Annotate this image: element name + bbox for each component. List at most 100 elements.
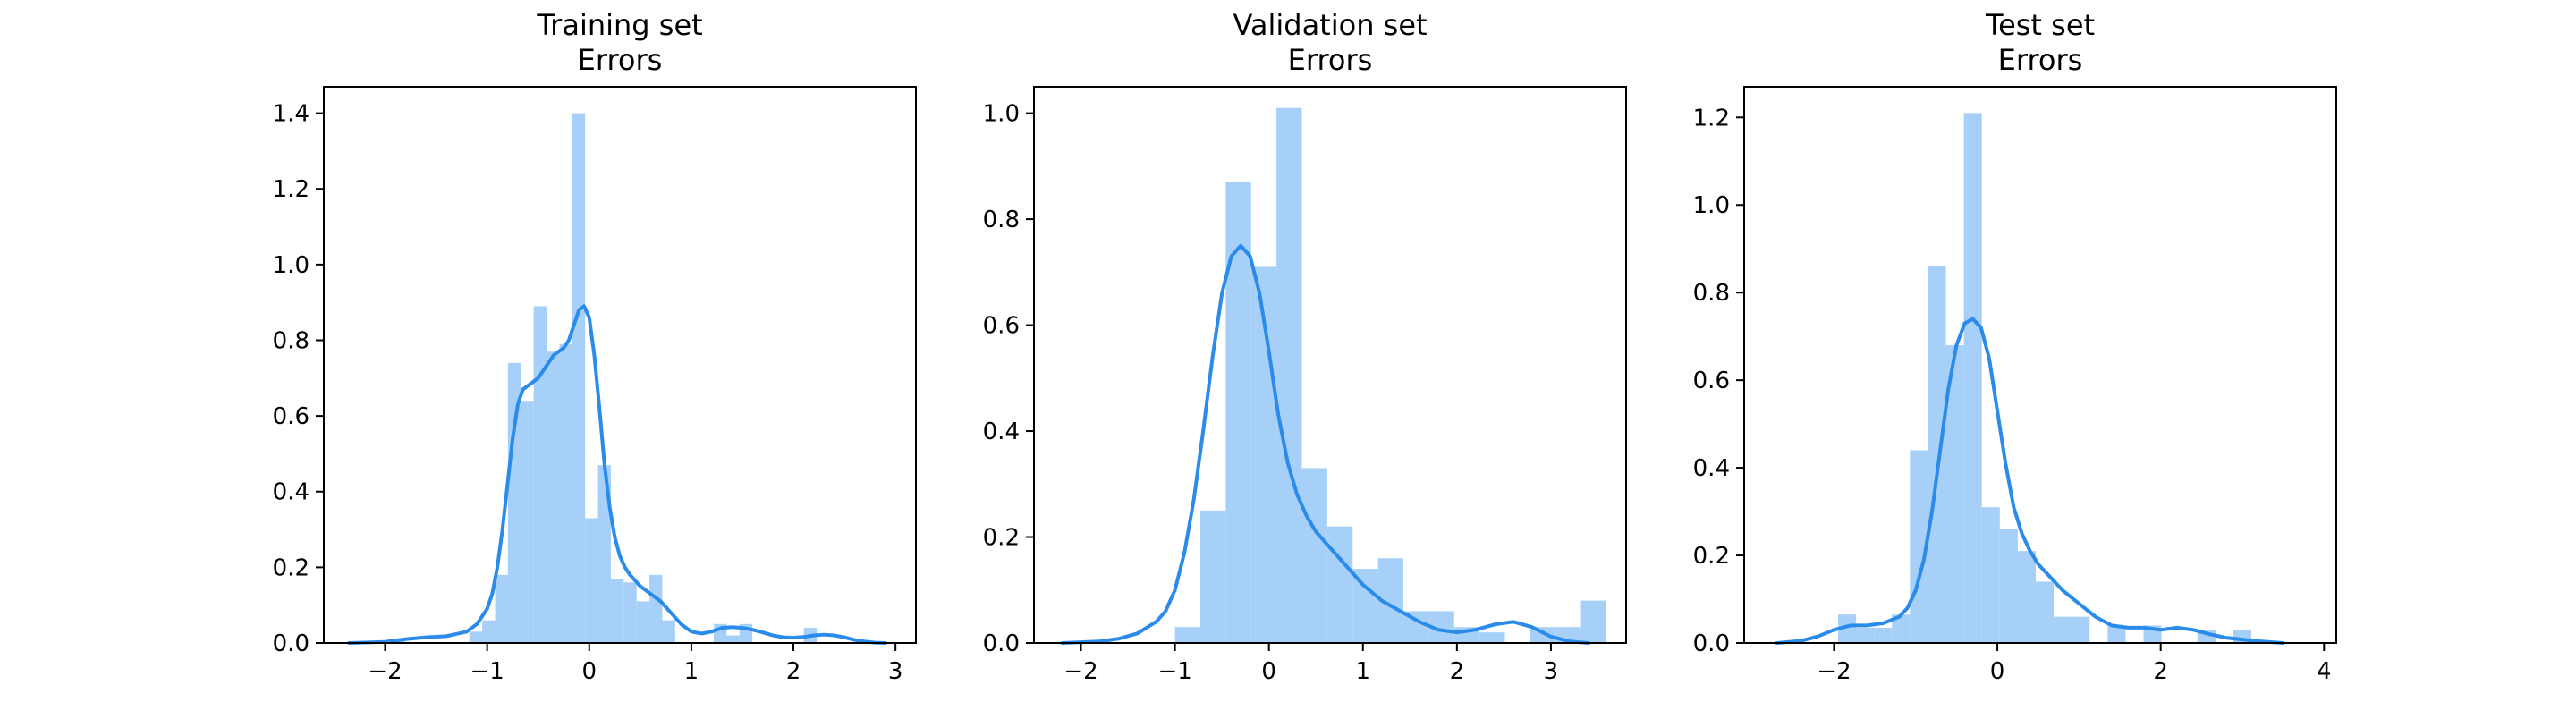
histogram-bar xyxy=(2054,616,2072,643)
y-tick-label: 1.2 xyxy=(1693,105,1730,131)
histogram-bar xyxy=(610,579,624,643)
histogram-bar xyxy=(585,518,598,643)
histogram-bar xyxy=(1352,569,1378,643)
histogram-bar xyxy=(1580,600,1606,643)
histogram-bar xyxy=(1276,107,1302,643)
x-tick-label: 4 xyxy=(2317,658,2332,685)
y-tick-label: 1.4 xyxy=(273,101,309,128)
y-tick-label: 0.8 xyxy=(273,327,309,354)
x-tick-label: 1 xyxy=(1356,658,1371,685)
histogram-bar xyxy=(649,574,663,643)
y-tick-label: 1.0 xyxy=(273,252,309,279)
histogram-bar xyxy=(495,574,508,643)
kde-group xyxy=(1060,243,1590,645)
x-tick-label: 1 xyxy=(684,658,699,685)
kde-line xyxy=(1775,317,2285,645)
panel-title-line2: Errors xyxy=(1998,43,2083,77)
panel-test-set: Test set Errors −2 0 2 4 0.0 0.2 0.4 0.6 0.8 1.0 1… xyxy=(1693,8,2337,685)
tick-group: −2 −1 0 1 2 3 0.0 0.2 0.4 0.6 0.8 1.0 1.2 1.4 xyxy=(273,101,903,685)
histogram-bar xyxy=(559,343,572,643)
histogram-bar xyxy=(1892,614,1911,643)
kde-group xyxy=(347,304,887,645)
histogram-bar xyxy=(469,631,483,643)
y-tick-label: 0.0 xyxy=(273,630,309,657)
kde-line xyxy=(347,304,887,645)
bar-group xyxy=(1174,107,1606,643)
histogram-bar xyxy=(1479,632,1505,643)
histogram-bar xyxy=(1174,627,1200,643)
histogram-bar xyxy=(2035,581,2055,643)
x-tick-label: 0 xyxy=(581,658,597,685)
y-tick-label: 0.6 xyxy=(983,313,1020,340)
y-tick-label: 0.4 xyxy=(1693,455,1730,482)
y-tick-label: 1.0 xyxy=(983,101,1020,128)
y-tick-label: 0.6 xyxy=(1693,368,1730,394)
y-tick-label: 1.0 xyxy=(1693,192,1730,219)
panel-validation-set: Validation set Errors −2 −1 0 1 2 3 0.0 0.2 0.4 0… xyxy=(983,8,1627,685)
kde-group xyxy=(1775,317,2285,645)
y-tick-label: 0.8 xyxy=(1693,280,1730,307)
bar-group xyxy=(392,113,818,644)
axes-frame xyxy=(323,86,917,644)
histogram-bar xyxy=(1999,529,2018,643)
axes-frame xyxy=(1033,86,1627,644)
histogram-bar xyxy=(1963,113,1982,643)
y-tick-label: 0.4 xyxy=(273,479,309,506)
x-tick-label: −1 xyxy=(470,658,504,685)
histogram-bar xyxy=(1326,526,1353,643)
y-tick-label: 0.2 xyxy=(983,525,1020,552)
histogram-bar xyxy=(597,465,611,643)
tick-group: −2 0 2 4 0.0 0.2 0.4 0.6 0.8 1.0 1.2 xyxy=(1693,105,2332,685)
axes-frame xyxy=(1743,86,2337,644)
y-tick-label: 0.6 xyxy=(273,403,309,430)
panel-title-line1: Training set xyxy=(536,8,702,42)
panel-title-line2: Errors xyxy=(578,43,663,77)
panel-title-line1: Validation set xyxy=(1233,8,1427,42)
x-tick-label: −2 xyxy=(368,658,402,685)
histogram-bar xyxy=(1301,468,1327,643)
x-tick-label: −2 xyxy=(1817,658,1851,685)
panel-title-line1: Test set xyxy=(1985,8,2095,42)
x-tick-label: 0 xyxy=(1990,658,2005,685)
y-tick-label: 0.0 xyxy=(983,630,1020,657)
histogram-bar xyxy=(547,351,560,643)
histogram-bar xyxy=(2107,625,2126,643)
x-tick-label: 2 xyxy=(1450,658,1465,685)
y-tick-label: 0.0 xyxy=(1693,630,1730,657)
x-tick-label: −2 xyxy=(1063,658,1097,685)
histogram-bar xyxy=(1838,614,1857,643)
tick-group: −2 −1 0 1 2 3 0.0 0.2 0.4 0.6 0.8 1.0 xyxy=(983,101,1559,685)
histogram-bar xyxy=(662,620,675,643)
y-tick-label: 1.2 xyxy=(273,176,309,203)
histogram-bar xyxy=(482,620,496,643)
x-tick-label: 2 xyxy=(2153,658,2168,685)
histogram-bar xyxy=(1945,344,1964,643)
x-tick-label: 2 xyxy=(786,658,801,685)
histogram-bar xyxy=(726,635,740,643)
panel-title-line2: Errors xyxy=(1288,43,1373,77)
y-tick-label: 0.8 xyxy=(983,207,1020,233)
bar-group xyxy=(1838,113,2252,643)
y-tick-label: 0.4 xyxy=(983,419,1020,445)
x-tick-label: −1 xyxy=(1157,658,1191,685)
histogram-bar xyxy=(2017,551,2036,643)
x-tick-label: 3 xyxy=(888,658,903,685)
histogram-bar xyxy=(1928,266,1946,643)
panel-training-set: Training set Errors −2 −1 0 1 2 3 0.0 0.2 0.4 0.6… xyxy=(273,8,917,685)
histogram-bar xyxy=(636,601,650,643)
x-tick-label: 0 xyxy=(1261,658,1276,685)
y-tick-label: 0.2 xyxy=(1693,543,1730,570)
histogram-bar xyxy=(623,582,637,643)
kde-line xyxy=(1060,243,1590,645)
histogram-bar xyxy=(572,113,586,644)
x-tick-label: 3 xyxy=(1544,658,1559,685)
histogram-bar xyxy=(1874,627,1893,643)
histogram-bar xyxy=(1981,507,2000,643)
histogram-bar xyxy=(2072,616,2090,643)
histogram-bar xyxy=(1199,510,1226,643)
histogram-bar xyxy=(521,401,534,643)
histogram-bar xyxy=(1856,627,1875,643)
y-tick-label: 0.2 xyxy=(273,554,309,581)
